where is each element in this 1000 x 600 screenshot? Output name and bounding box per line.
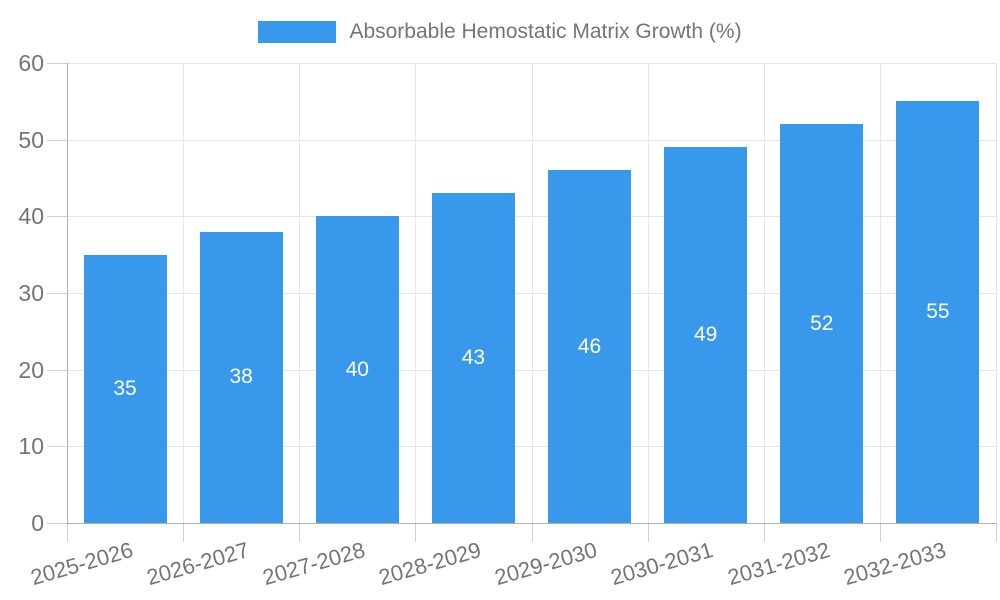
- x-grid-line: [763, 63, 765, 523]
- x-tick: [647, 523, 649, 542]
- x-tick-label: 2028-2029: [376, 537, 485, 591]
- x-tick: [183, 523, 185, 542]
- legend-swatch: [258, 21, 337, 43]
- bar-value-label: 38: [229, 365, 253, 389]
- x-tick-label: 2032-2033: [840, 537, 949, 591]
- x-tick: [996, 523, 997, 542]
- x-tick-label: 2029-2030: [492, 537, 601, 591]
- y-tick-label: 40: [18, 203, 44, 230]
- bar-value-label: 46: [577, 334, 602, 358]
- x-tick-label: 2026-2027: [143, 537, 252, 591]
- x-tick: [879, 523, 881, 542]
- y-tick: [47, 523, 67, 524]
- x-tick-label: 2030-2031: [608, 537, 717, 591]
- legend-item[interactable]: Absorbable Hemostatic Matrix Growth (%): [258, 20, 742, 44]
- x-grid-line: [415, 63, 417, 523]
- bar-value-label: 49: [694, 323, 718, 347]
- bar-value-label: 43: [461, 346, 486, 370]
- x-tick-label: 2025-2026: [27, 537, 136, 591]
- y-tick-label: 10: [18, 433, 44, 460]
- x-axis-line: [67, 523, 996, 524]
- bar[interactable]: [896, 101, 980, 523]
- bar[interactable]: [315, 216, 399, 523]
- legend: Absorbable Hemostatic Matrix Growth (%): [0, 20, 1000, 44]
- x-grid-line: [647, 63, 649, 523]
- y-tick-label: 30: [18, 280, 44, 306]
- x-grid-line: [531, 63, 533, 523]
- x-tick: [299, 523, 301, 542]
- bar[interactable]: [548, 170, 632, 523]
- y-tick: [47, 369, 67, 371]
- y-tick-label: 20: [18, 356, 44, 383]
- bar-value-label: 35: [113, 376, 137, 400]
- y-axis-line: [67, 63, 68, 523]
- x-grid-line: [183, 63, 185, 523]
- x-tick: [763, 523, 765, 542]
- bar[interactable]: [780, 124, 864, 523]
- y-tick: [47, 139, 67, 141]
- y-tick: [47, 293, 67, 294]
- bar-value-label: 40: [345, 357, 369, 381]
- x-grid-line: [996, 63, 997, 523]
- x-tick: [531, 523, 533, 542]
- x-tick-label: 2031-2032: [724, 537, 833, 591]
- y-tick-label: 60: [18, 50, 44, 76]
- bar[interactable]: [431, 193, 515, 523]
- x-grid-line: [299, 63, 301, 523]
- bar[interactable]: [83, 254, 167, 523]
- bar[interactable]: [664, 147, 748, 523]
- y-tick-label: 50: [18, 126, 44, 153]
- bar-value-label: 55: [926, 300, 950, 324]
- y-tick: [47, 446, 67, 448]
- x-tick: [67, 523, 68, 542]
- y-tick: [47, 63, 67, 64]
- x-grid-line: [879, 63, 881, 523]
- legend-label: Absorbable Hemostatic Matrix Growth (%): [349, 20, 742, 43]
- x-tick-label: 2027-2028: [259, 537, 368, 591]
- bar[interactable]: [199, 231, 283, 523]
- bar-value-label: 52: [810, 311, 834, 335]
- x-tick: [415, 523, 417, 542]
- y-tick-label: 0: [31, 510, 44, 536]
- y-tick: [47, 216, 67, 218]
